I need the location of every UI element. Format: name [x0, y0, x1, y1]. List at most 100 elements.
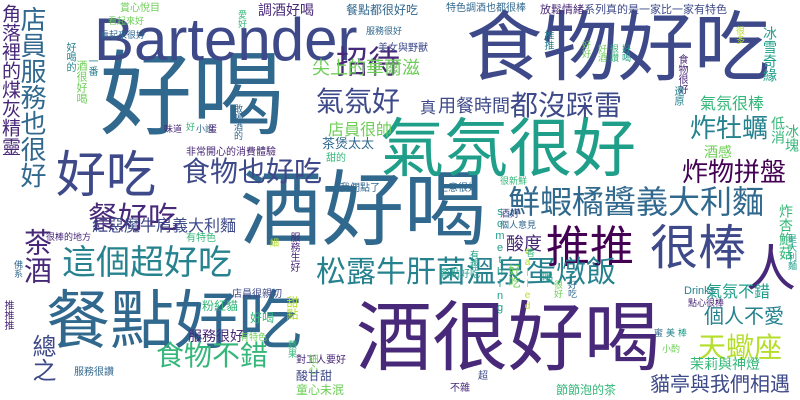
word-tian-xie-zuo: 天蠍座 [698, 331, 783, 364]
word-yi-fan: 一番 [86, 56, 97, 76]
word-wei-dao: 味道 [164, 125, 183, 135]
word-hao-chi-small: 好吃 [507, 264, 521, 288]
word-fu-wu-hen-zan: 服務很讚 [74, 367, 114, 378]
word-tui-tui-tui: 推推推 [2, 300, 13, 330]
word-zha-mu-li: 炸牡蠣 [690, 114, 769, 144]
word-zhe-ge-chao-hao-chi: 這個超好吃 [62, 243, 232, 283]
word-gan-he-jiu: 敢喝酒的 [232, 104, 242, 140]
word-shi-wu-hen-hao: 食物很好 [676, 54, 687, 94]
word-he: 喝 [542, 271, 553, 284]
word-shang-xin-yue-mu: 賞心悅目 [120, 3, 160, 14]
word-hao-he-de: 好喝的 [64, 42, 75, 72]
word-hao-he-big: 好喝 [100, 42, 285, 149]
word-hao-he-small: 好喝 [250, 311, 275, 325]
word-dui-gong-ren: 對工人要好 [296, 355, 346, 366]
word-mei-nu-ye-shou: 美女與野獸 [378, 43, 428, 54]
word-qi-fen-hen-bang: 氣氛很棒 [700, 94, 765, 113]
word-ping-guo: 蘋果 [286, 340, 296, 358]
word-jiu-hen-hao-he: 酒很好喝 [356, 293, 660, 382]
word-bartender: Bartender [94, 6, 358, 73]
word-can-dian-dou-hen-hao-chi: 餐點都很好吃 [346, 3, 419, 17]
word-drinks: Drinks [684, 285, 716, 297]
word-hong-e-mo-mian: 紅惡魔牛肩義大利麵 [92, 216, 237, 235]
word-zong-zhi: 總之 [28, 334, 56, 382]
word-you-te-se: 有特色 [186, 233, 216, 244]
word-bang: 棒 [678, 329, 688, 339]
word-hao-hao: 好好 [580, 40, 590, 58]
word-cha-bao-tai-tai: 茶煲太太 [322, 137, 375, 152]
word-mo-li-shen-deng: 茉莉與神燈 [690, 357, 760, 373]
word-zha-xing-bao-gu: 炸杏鮑菇 [777, 204, 793, 260]
word-mao-ting-xiang-yu: 貓亭與我們相遇 [650, 372, 790, 396]
word-zhao-dai: 招待 [336, 43, 401, 81]
word-suan-du: 酸度 [506, 234, 542, 255]
word-hen-xin-xian: 很新鮮 [500, 177, 528, 187]
word-dian-yuan-qin-qie: 店員很親切 [232, 289, 282, 300]
word-qi-fen-hao: 氣氛好 [316, 85, 401, 118]
word-can-hao-chi: 餐好吃 [88, 201, 178, 236]
word-fu-wu-sheng-hao: 服務生好 [288, 232, 299, 272]
word-ai-hao: 愛好 [236, 10, 246, 28]
word-hao-chi: 好吃 [56, 146, 156, 204]
word-tui-tui-small: 推推 [542, 30, 553, 50]
word-ren: 人 [746, 240, 796, 298]
word-songlu-fan: 松露牛肝菌溫泉蛋燉飯 [316, 255, 616, 290]
word-xiao-zhuo: 小酌 [662, 345, 681, 355]
word-something: something [494, 206, 506, 314]
word-shi-wu-hao-chi: 食物好吃 [466, 3, 770, 92]
word-di-xiao: 低消 [769, 116, 785, 144]
word-xiao-shuo: 小說 [196, 125, 215, 135]
word-fu-wu-hen-hao-2: 服務很好 [366, 27, 403, 37]
word-yong-can-shi-jian: 用餐時間 [438, 96, 510, 117]
word-hao-chi-2: 好吃 [566, 280, 576, 298]
word-xi-xin: 細心 [306, 354, 317, 374]
word-kan-qi-lai-hen-hao: 看起來很好 [100, 31, 146, 41]
word-called: called [522, 246, 533, 312]
word-tong-xin-wei-min: 童心未泯 [296, 383, 345, 397]
word-zhen: 真 [420, 98, 437, 117]
word-jiao-luo-mei-hui: 角落裡的煤灰精靈 [0, 4, 21, 156]
word-bing-xue-qi-yuan: 冰雪奇緣 [761, 26, 777, 82]
word-bing-kuai: 冰塊 [783, 124, 799, 152]
word-tiao-jiu-hao-he: 調酒好喝 [258, 3, 314, 19]
word-huan-yuan: 還原 [672, 86, 683, 106]
word-hen-duo: 很多 [734, 26, 744, 44]
word-hen-bang-de-di-fang: 很棒的地方 [46, 233, 92, 243]
word-hao-he-2: 好喝 [620, 44, 630, 62]
word-fang-song-qing-xu: 放鬆情緒 [540, 3, 584, 16]
word-suan-gan-tian: 酸甘甜 [296, 369, 333, 383]
word-shi-da-li-mian: 是大利麵 [786, 234, 796, 270]
word-zha-wu-pin-pan: 炸物拼盤 [682, 158, 787, 188]
word-jie-jie-pao-de-cha: 節節泡的茶 [556, 383, 617, 397]
word-kan-qi-lai-hao: 看起來好 [108, 17, 145, 27]
word-hen-zan: 很讚 [608, 44, 618, 62]
word-tian-dian: 甜點 [285, 296, 299, 320]
word-xi-lie: 系列真的是一家比一家有特色 [584, 3, 727, 16]
word-hao: 好 [186, 123, 196, 133]
word-jiu-hen-hao-he-small: 酒很好喝 [75, 60, 88, 104]
word-tui-tui: 推推 [546, 222, 634, 273]
word-fen-hong-mao: 粉紅貓 [202, 299, 239, 313]
word-cha-jiu: 茶酒 [20, 228, 53, 284]
word-hen-bang: 很棒 [650, 220, 747, 276]
word-wo-men-dian-le: 我們點了 [340, 183, 380, 194]
word-mei: 美 [666, 329, 676, 339]
word-dou-mei-cai-lei: 都沒踩雷 [510, 89, 623, 122]
word-bu-za: 不雜 [450, 383, 470, 394]
word-dian-xin-hen-bang: 點心很棒 [688, 299, 725, 309]
word-dan: 蛋 [208, 125, 218, 135]
word-qi-fen-bu-cuo: 氣氛不錯 [706, 282, 771, 301]
word-fo-xi: 佛系 [12, 260, 22, 278]
word-fu-wu-hen-hao: 服務很好 [188, 329, 244, 345]
word-qi-fen-hen-hao: 氣氛很好 [380, 113, 636, 187]
word-hen-hao: 很好 [552, 280, 562, 298]
word-ge-ren-yi-jian: 個人意見 [500, 221, 537, 231]
word-xi: 細 [270, 239, 280, 249]
word-jiu-hao-small: 酒好 [500, 209, 520, 220]
word-dian-yuan-hen-shuai: 店員很帥 [328, 120, 393, 139]
word-xian-xia-mian: 鮮蝦橘醬義大利麵 [508, 183, 765, 221]
word-shi-wu-ye-hao-chi: 食物也好吃 [182, 155, 323, 188]
word-ge-ren-bu-ai: 個人不愛 [704, 304, 784, 328]
word-xiang: 香 [526, 249, 536, 259]
